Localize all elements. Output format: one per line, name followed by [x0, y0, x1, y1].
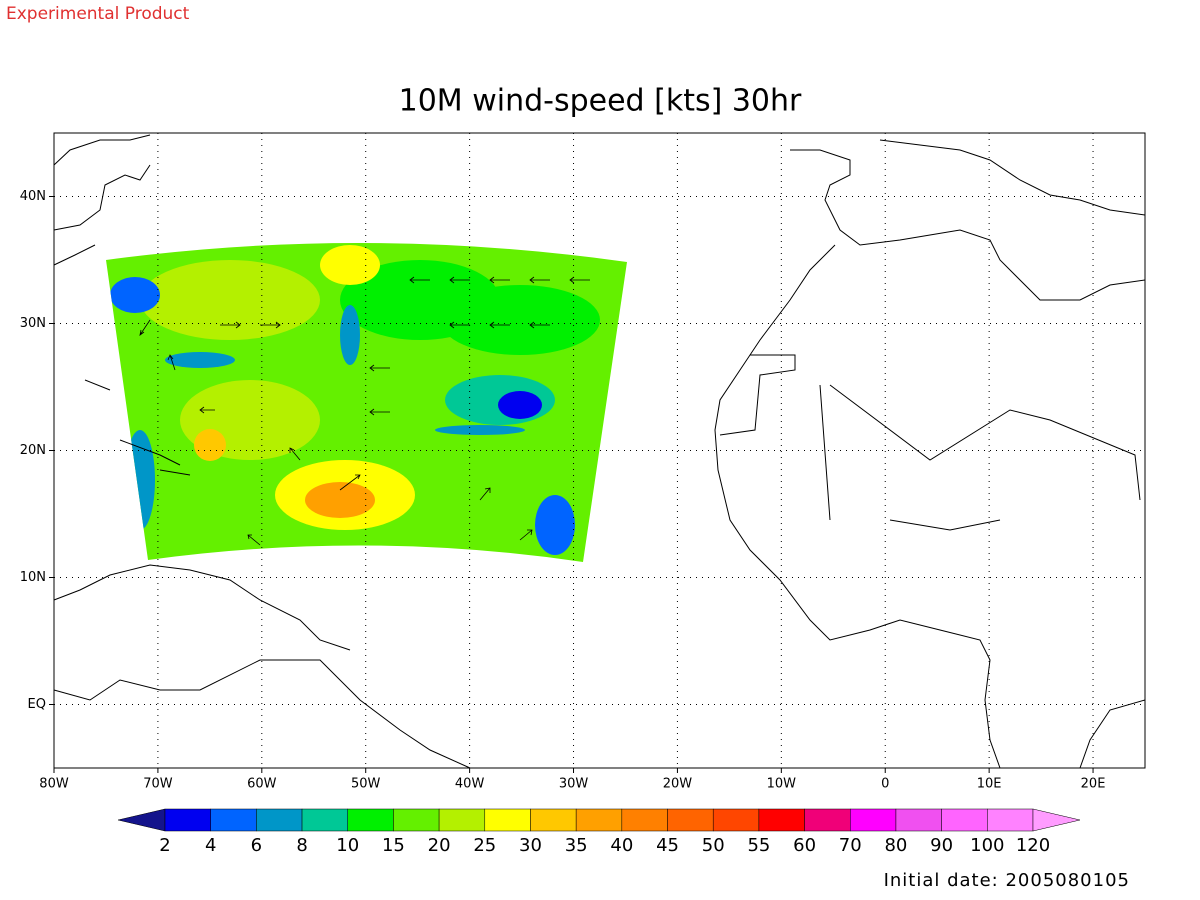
- colorbar-label: 20: [428, 835, 451, 856]
- lon-tick-label: 80W: [39, 777, 69, 792]
- colorbar-label: 50: [702, 835, 725, 856]
- lon-tick-label: 40W: [455, 777, 485, 792]
- colorbar-label: 15: [382, 835, 405, 856]
- colorbar-box: [393, 808, 440, 832]
- lat-tick-label: 10N: [20, 570, 46, 585]
- colorbar-box: [850, 808, 897, 832]
- map-title: 10M wind-speed [kts] 30hr: [399, 84, 802, 119]
- colorbar-box: [164, 808, 211, 832]
- lon-tick-label: 30W: [559, 777, 589, 792]
- colorbar-box: [438, 808, 486, 832]
- colorbar-box: [987, 808, 1034, 832]
- colorbar-box: [530, 808, 577, 832]
- colorbar-label: 35: [565, 835, 588, 856]
- colorbar-box: [804, 808, 851, 832]
- colorbar-arrow-high: [1032, 808, 1081, 832]
- colorbar-label: 45: [656, 835, 679, 856]
- colorbar-label: 25: [473, 835, 496, 856]
- colorbar-box: [712, 808, 760, 832]
- lon-tick-label: 10E: [977, 777, 1002, 792]
- colorbar-arrow-low: [117, 808, 166, 832]
- colorbar-box: [256, 808, 303, 832]
- colorbar-box: [301, 808, 348, 832]
- colorbar-label: 8: [296, 835, 307, 856]
- colorbar-label: 80: [884, 835, 907, 856]
- initial-date: Initial date: 2005080105: [884, 870, 1130, 891]
- colorbar-box: [210, 808, 257, 832]
- colorbar-label: 55: [747, 835, 770, 856]
- lat-tick-label: 40N: [20, 189, 46, 204]
- colorbar-box: [347, 808, 394, 832]
- lat-tick-label: EQ: [28, 697, 46, 712]
- lon-tick-label: 20E: [1081, 777, 1106, 792]
- colorbar-label: 120: [1016, 835, 1050, 856]
- colorbar-label: 90: [930, 835, 953, 856]
- lat-tick-label: 30N: [20, 316, 46, 331]
- colorbar-box: [575, 808, 623, 832]
- colorbar-label: 10: [336, 835, 359, 856]
- colorbar-box: [758, 808, 805, 832]
- lon-tick-label: 0: [881, 777, 889, 792]
- colorbar-box: [941, 808, 988, 832]
- wind-field: [106, 242, 627, 562]
- colorbar-label: 4: [205, 835, 216, 856]
- lat-tick-label: 20N: [20, 443, 46, 458]
- product-label: Experimental Product: [6, 4, 190, 24]
- colorbar-label: 2: [159, 835, 170, 856]
- colorbar-label: 100: [970, 835, 1004, 856]
- colorbar-label: 40: [610, 835, 633, 856]
- lon-tick-label: 60W: [247, 777, 277, 792]
- colorbar-box: [667, 808, 714, 832]
- coastlines: [53, 134, 1146, 769]
- colorbar-box: [484, 808, 531, 832]
- colorbar-box: [895, 808, 942, 832]
- lon-tick-label: 70W: [143, 777, 173, 792]
- colorbar-label: 6: [251, 835, 262, 856]
- colorbar-box: [621, 808, 668, 832]
- colorbar-label: 60: [793, 835, 816, 856]
- lon-tick-label: 10W: [767, 777, 797, 792]
- lon-tick-label: 20W: [663, 777, 693, 792]
- colorbar-label: 30: [519, 835, 542, 856]
- colorbar-label: 70: [839, 835, 862, 856]
- lon-tick-label: 50W: [351, 777, 381, 792]
